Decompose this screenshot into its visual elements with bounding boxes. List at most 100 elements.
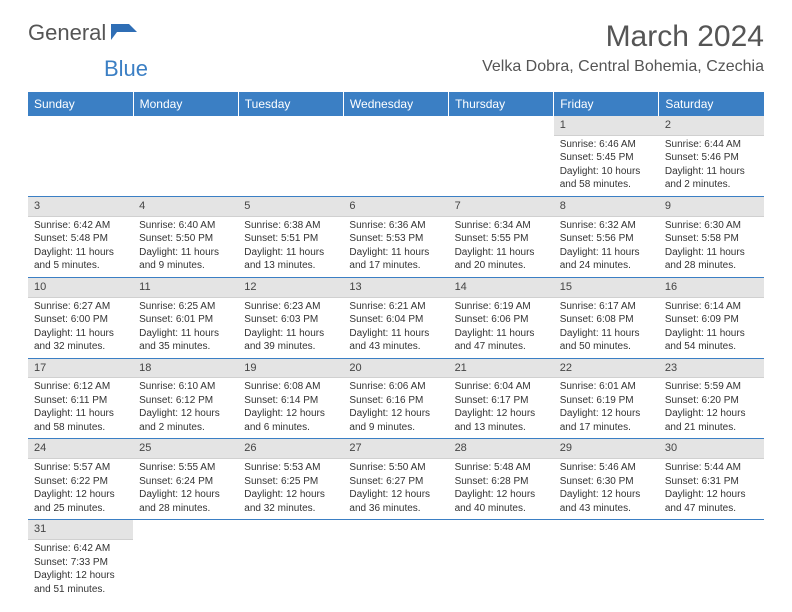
day-body: Sunrise: 6:42 AMSunset: 7:33 PMDaylight:… (28, 540, 133, 600)
day-number: 21 (449, 359, 554, 379)
weekday-header: Friday (554, 92, 659, 116)
calendar-cell (659, 520, 764, 600)
day-number: 20 (343, 359, 448, 379)
weekday-header: Thursday (449, 92, 554, 116)
sunset-text: Sunset: 5:50 PM (139, 232, 232, 246)
calendar-cell: 24Sunrise: 5:57 AMSunset: 6:22 PMDayligh… (28, 439, 133, 520)
day-number: 7 (449, 197, 554, 217)
calendar-cell (343, 116, 448, 196)
calendar-cell: 26 Sunrise: 5:53 AMSunset: 6:25 PMDayligh… (238, 439, 343, 520)
day-body: Sunrise: 6:44 AMSunset: 5:46 PMDaylight:… (659, 136, 764, 196)
weekday-header: Tuesday (238, 92, 343, 116)
sunrise-text: Sunrise: 5:48 AM (455, 461, 548, 475)
day-number: 30 (659, 439, 764, 459)
calendar-cell (449, 116, 554, 196)
sunset-text: Sunset: 6:31 PM (665, 475, 758, 489)
day-number: 26 (238, 439, 343, 459)
sunset-text: Sunset: 6:04 PM (349, 313, 442, 327)
brand-part2: Blue (104, 56, 148, 81)
daylight-text: Daylight: 12 hours and 47 minutes. (665, 488, 758, 515)
daylight-text: Daylight: 12 hours and 40 minutes. (455, 488, 548, 515)
day-body: Sunrise: 6:01 AMSunset: 6:19 PMDaylight:… (554, 378, 659, 438)
day-number: 27 (343, 439, 448, 459)
day-body: Sunrise: 6:25 AMSunset: 6:01 PMDaylight:… (133, 298, 238, 358)
daylight-text: Daylight: 11 hours and 43 minutes. (349, 327, 442, 354)
daylight-text: Daylight: 12 hours and 6 minutes. (244, 407, 337, 434)
daylight-text: Daylight: 11 hours and 17 minutes. (349, 246, 442, 273)
calendar-cell: 9Sunrise: 6:30 AMSunset: 5:58 PMDaylight… (659, 196, 764, 277)
calendar-cell: 29Sunrise: 5:46 AMSunset: 6:30 PMDayligh… (554, 439, 659, 520)
weekday-header: Saturday (659, 92, 764, 116)
calendar-cell (343, 520, 448, 600)
sunrise-text: Sunrise: 6:30 AM (665, 219, 758, 233)
calendar-cell (133, 116, 238, 196)
sunrise-text: Sunrise: 5:59 AM (665, 380, 758, 394)
sunset-text: Sunset: 5:53 PM (349, 232, 442, 246)
calendar-body: 1Sunrise: 6:46 AMSunset: 5:45 PMDaylight… (28, 116, 764, 600)
weekday-header-row: Sunday Monday Tuesday Wednesday Thursday… (28, 92, 764, 116)
sunset-text: Sunset: 6:11 PM (34, 394, 127, 408)
sunset-text: Sunset: 5:56 PM (560, 232, 653, 246)
day-body: Sunrise: 6:40 AMSunset: 5:50 PMDaylight:… (133, 217, 238, 277)
sunset-text: Sunset: 6:25 PM (244, 475, 337, 489)
daylight-text: Daylight: 11 hours and 9 minutes. (139, 246, 232, 273)
day-number: 15 (554, 278, 659, 298)
calendar-table: Sunday Monday Tuesday Wednesday Thursday… (28, 92, 764, 600)
day-body: Sunrise: 5:59 AMSunset: 6:20 PMDaylight:… (659, 378, 764, 438)
day-number: 16 (659, 278, 764, 298)
day-body: Sunrise: 6:30 AMSunset: 5:58 PMDaylight:… (659, 217, 764, 277)
sunrise-text: Sunrise: 6:04 AM (455, 380, 548, 394)
sunrise-text: Sunrise: 5:57 AM (34, 461, 127, 475)
sunset-text: Sunset: 6:16 PM (349, 394, 442, 408)
calendar-cell: 15Sunrise: 6:17 AMSunset: 6:08 PMDayligh… (554, 277, 659, 358)
daylight-text: Daylight: 11 hours and 24 minutes. (560, 246, 653, 273)
day-number: 8 (554, 197, 659, 217)
weekday-header: Wednesday (343, 92, 448, 116)
daylight-text: Daylight: 11 hours and 20 minutes. (455, 246, 548, 273)
daylight-text: Daylight: 11 hours and 35 minutes. (139, 327, 232, 354)
sunrise-text: Sunrise: 5:53 AM (244, 461, 337, 475)
day-number: 13 (343, 278, 448, 298)
daylight-text: Daylight: 11 hours and 2 minutes. (665, 165, 758, 192)
day-body: Sunrise: 5:55 AMSunset: 6:24 PMDaylight:… (133, 459, 238, 519)
sunset-text: Sunset: 6:06 PM (455, 313, 548, 327)
calendar-cell: 25Sunrise: 5:55 AMSunset: 6:24 PMDayligh… (133, 439, 238, 520)
sunrise-text: Sunrise: 5:46 AM (560, 461, 653, 475)
calendar-cell (449, 520, 554, 600)
day-body: Sunrise: 6:36 AMSunset: 5:53 PMDaylight:… (343, 217, 448, 277)
sunset-text: Sunset: 6:17 PM (455, 394, 548, 408)
sunset-text: Sunset: 7:33 PM (34, 556, 127, 570)
calendar-cell (554, 520, 659, 600)
calendar-cell (133, 520, 238, 600)
day-number: 2 (659, 116, 764, 136)
daylight-text: Daylight: 12 hours and 36 minutes. (349, 488, 442, 515)
day-number: 18 (133, 359, 238, 379)
daylight-text: Daylight: 11 hours and 54 minutes. (665, 327, 758, 354)
calendar-cell: 1Sunrise: 6:46 AMSunset: 5:45 PMDaylight… (554, 116, 659, 196)
sunset-text: Sunset: 6:12 PM (139, 394, 232, 408)
weekday-header: Sunday (28, 92, 133, 116)
calendar-cell: 11Sunrise: 6:25 AMSunset: 6:01 PMDayligh… (133, 277, 238, 358)
day-number: 1 (554, 116, 659, 136)
calendar-cell: 27 Sunrise: 5:50 AMSunset: 6:27 PMDayligh… (343, 439, 448, 520)
calendar-cell: 28Sunrise: 5:48 AMSunset: 6:28 PMDayligh… (449, 439, 554, 520)
day-body: Sunrise: 6:12 AMSunset: 6:11 PMDaylight:… (28, 378, 133, 438)
sunrise-text: Sunrise: 6:25 AM (139, 300, 232, 314)
sunset-text: Sunset: 6:27 PM (349, 475, 442, 489)
sunrise-text: Sunrise: 5:50 AM (349, 461, 442, 475)
day-body: Sunrise: 6:21 AMSunset: 6:04 PMDaylight:… (343, 298, 448, 358)
calendar-row: 17Sunrise: 6:12 AMSunset: 6:11 PMDayligh… (28, 358, 764, 439)
daylight-text: Daylight: 12 hours and 32 minutes. (244, 488, 337, 515)
day-body: Sunrise: 5:44 AMSunset: 6:31 PMDaylight:… (659, 459, 764, 519)
sunset-text: Sunset: 6:03 PM (244, 313, 337, 327)
calendar-cell: 10Sunrise: 6:27 AMSunset: 6:00 PMDayligh… (28, 277, 133, 358)
sunrise-text: Sunrise: 6:21 AM (349, 300, 442, 314)
sunset-text: Sunset: 6:22 PM (34, 475, 127, 489)
title-block: March 2024 Velka Dobra, Central Bohemia,… (482, 20, 764, 76)
calendar-cell: 5Sunrise: 6:38 AMSunset: 5:51 PMDaylight… (238, 196, 343, 277)
calendar-cell: 12Sunrise: 6:23 AMSunset: 6:03 PMDayligh… (238, 277, 343, 358)
day-number: 9 (659, 197, 764, 217)
sunset-text: Sunset: 6:19 PM (560, 394, 653, 408)
daylight-text: Daylight: 12 hours and 13 minutes. (455, 407, 548, 434)
day-body: Sunrise: 6:27 AMSunset: 6:00 PMDaylight:… (28, 298, 133, 358)
